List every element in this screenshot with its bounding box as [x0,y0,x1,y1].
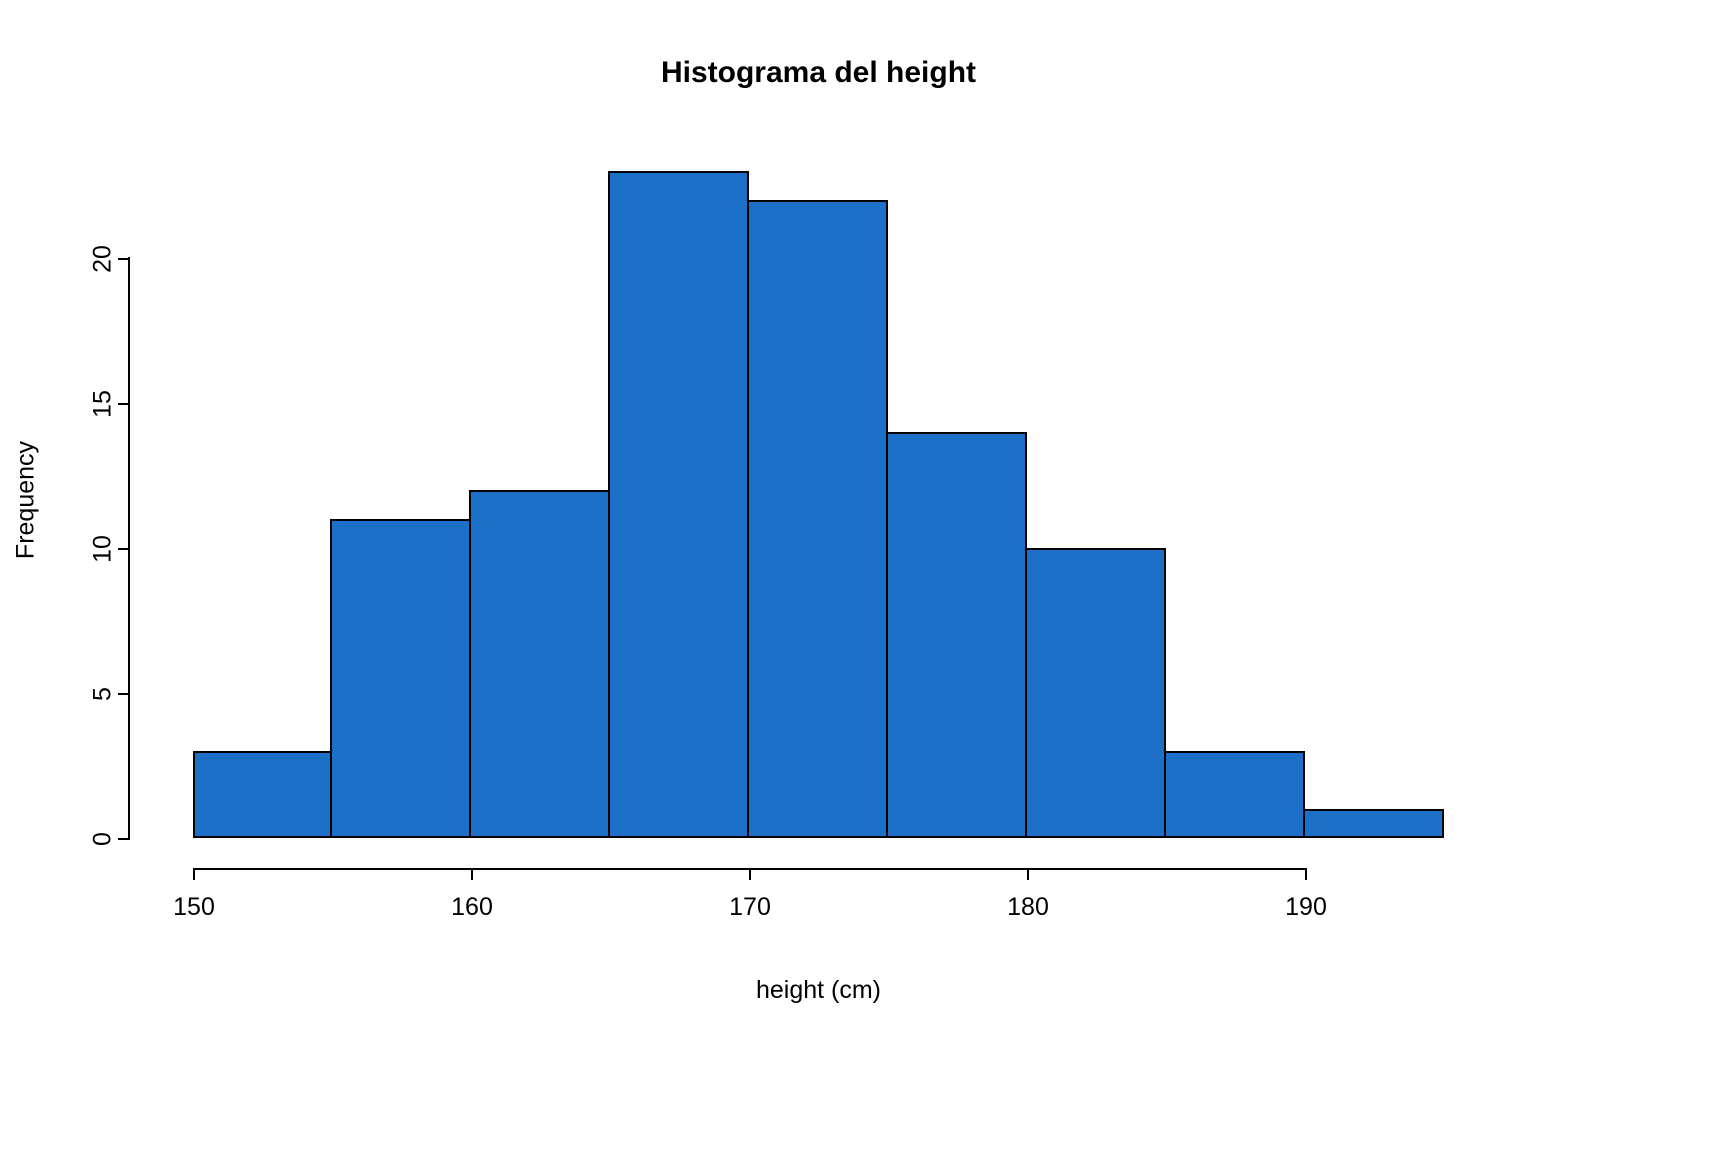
y-axis-tick [118,693,130,695]
y-tick-label: 5 [88,687,117,701]
x-axis-tick [1027,868,1029,880]
x-tick-label: 170 [729,893,771,921]
histogram-bar [469,490,610,838]
y-axis-tick [118,548,130,550]
histogram-bar [193,751,332,838]
y-tick-label: 0 [88,832,117,846]
x-axis-tick [471,868,473,880]
x-axis-tick [1305,868,1307,880]
y-axis-tick [118,838,130,840]
histogram-bar [1164,751,1305,838]
x-axis-tick [193,868,195,880]
chart-title: Histograma del height [660,56,977,89]
y-axis-tick [118,403,130,405]
histogram-bar [747,200,888,838]
y-axis-label: Frequency [11,440,40,560]
x-tick-label: 180 [1007,893,1049,921]
y-tick-label: 10 [88,535,117,563]
y-axis-tick [118,258,130,260]
histogram-bar [886,432,1027,838]
y-tick-label: 20 [88,245,117,273]
histogram-bar [1303,809,1444,838]
y-tick-label: 15 [88,390,117,418]
x-tick-label: 190 [1285,893,1327,921]
x-axis-tick [749,868,751,880]
histogram-bar [330,519,471,838]
histogram-bar [1025,548,1166,838]
histogram-bar [608,171,749,838]
x-axis-label: height (cm) [755,976,882,1004]
x-tick-label: 160 [451,893,493,921]
x-tick-label: 150 [173,893,215,921]
